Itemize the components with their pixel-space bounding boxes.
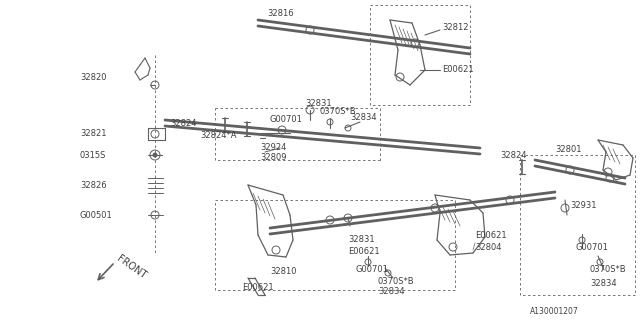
Text: 32824*A: 32824*A — [200, 132, 237, 140]
Text: 0315S: 0315S — [80, 150, 106, 159]
Text: 32826: 32826 — [80, 181, 107, 190]
Text: 32831: 32831 — [305, 100, 332, 108]
Text: E00621: E00621 — [442, 66, 474, 75]
Text: 32821: 32821 — [80, 130, 106, 139]
Text: A130001207: A130001207 — [530, 308, 579, 316]
Text: 32924: 32924 — [260, 143, 286, 153]
Text: FRONT: FRONT — [115, 254, 148, 281]
Text: 32816: 32816 — [267, 9, 294, 18]
Text: 32809: 32809 — [260, 154, 287, 163]
Text: 0370S*B: 0370S*B — [320, 108, 356, 116]
Text: 32931: 32931 — [570, 201, 596, 210]
Text: 32834: 32834 — [378, 287, 404, 297]
Text: E00621: E00621 — [242, 284, 274, 292]
Text: 0370S*B: 0370S*B — [590, 266, 627, 275]
Text: 32834: 32834 — [590, 278, 616, 287]
Text: 32801: 32801 — [555, 146, 582, 155]
Text: G00501: G00501 — [80, 211, 113, 220]
Text: E00621: E00621 — [475, 230, 507, 239]
Text: G00701: G00701 — [575, 244, 608, 252]
Text: 32824: 32824 — [170, 119, 196, 129]
Text: 32804: 32804 — [475, 244, 502, 252]
Text: 32824: 32824 — [500, 150, 527, 159]
Text: 32831: 32831 — [348, 236, 374, 244]
Text: 32810: 32810 — [270, 268, 296, 276]
Text: 32834: 32834 — [350, 113, 376, 122]
Text: 32820: 32820 — [80, 74, 106, 83]
Text: 0370S*B: 0370S*B — [378, 277, 415, 286]
Text: G00701: G00701 — [270, 116, 303, 124]
Text: G00701: G00701 — [355, 266, 388, 275]
Circle shape — [153, 153, 157, 157]
Text: 32812: 32812 — [442, 23, 468, 33]
Text: E00621: E00621 — [348, 247, 380, 257]
